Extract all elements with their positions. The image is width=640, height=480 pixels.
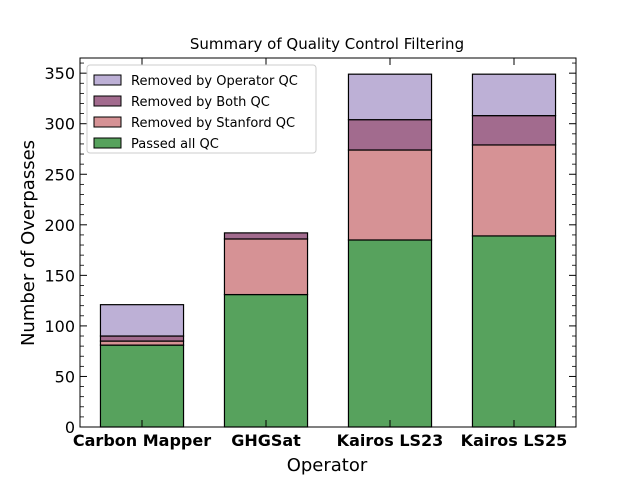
bar-segment-3-0 [471, 235, 557, 428]
bar-segment-0-0 [99, 344, 185, 428]
bar-segment-3-3 [471, 73, 557, 117]
legend-box [86, 64, 317, 154]
bar-segment-1-2 [223, 232, 309, 240]
axes-layer: 0 50 100 150 200 250 300 350 Carbon Mapper GHGSat… [44, 57, 577, 450]
bar-segment-1-1 [223, 238, 309, 296]
x-tick-label: GHGSat [231, 431, 301, 450]
bar-segment-2-0 [347, 239, 433, 428]
legend-label: Passed all QC [131, 137, 219, 152]
y-tick-label: 250 [44, 165, 75, 184]
legend-swatch [93, 116, 122, 128]
legend-swatch [93, 137, 122, 149]
legend-label: Removed by Both QC [131, 95, 270, 110]
y-tick-label: 300 [44, 115, 75, 134]
y-tick-label: 50 [55, 367, 75, 386]
y-tick-label: 150 [44, 266, 75, 285]
y-axis-label: Number of Overpasses [18, 140, 39, 346]
legend-swatch [93, 74, 122, 86]
legend-label: Removed by Stanford QC [131, 116, 295, 131]
bar-segment-0-1 [99, 340, 185, 346]
y-tick-label: 200 [44, 216, 75, 235]
chart-title: Summary of Quality Control Filtering [190, 35, 464, 53]
x-tick-label: Kairos LS23 [337, 431, 444, 450]
y-tick-label: 0 [65, 418, 75, 437]
legend-swatch [93, 95, 122, 107]
x-tick-label: Carbon Mapper [73, 431, 211, 450]
bar-segment-2-1 [347, 149, 433, 241]
y-tick-label: 100 [44, 317, 75, 336]
x-axis-label: Operator [287, 455, 368, 476]
y-tick-label: 350 [44, 64, 75, 83]
bar-segment-2-3 [347, 73, 433, 121]
plot-frame [79, 57, 577, 428]
legend-label: Removed by Operator QC [131, 74, 298, 89]
legend: Removed by Operator QC Removed by Both QC… [86, 64, 317, 154]
bar-segment-0-3 [99, 304, 185, 337]
bars-layer [99, 73, 557, 428]
bar-segment-2-2 [347, 119, 433, 151]
x-tick-label: Kairos LS25 [461, 431, 568, 450]
bar-segment-1-0 [223, 293, 309, 428]
bar-segment-3-2 [471, 115, 557, 146]
bar-segment-3-1 [471, 144, 557, 237]
bar-segment-0-2 [99, 335, 185, 342]
